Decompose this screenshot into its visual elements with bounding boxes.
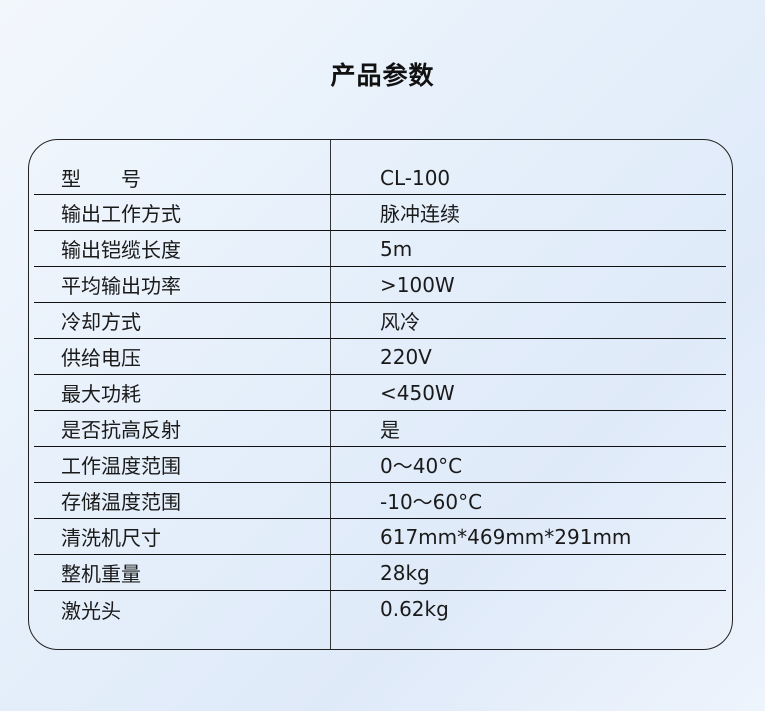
spec-value: 220V	[380, 344, 432, 369]
table-row: 平均输出功率 >100W	[34, 267, 726, 303]
table-row: 激光头 0.62kg	[34, 591, 726, 627]
spec-label: 输出铠缆长度	[61, 238, 181, 262]
table-row: 是否抗高反射 是	[34, 411, 726, 447]
spec-value: <450W	[380, 380, 455, 405]
spec-value: CL-100	[380, 165, 451, 190]
spec-table: 型 号 CL-100 输出工作方式 脉冲连续输出铠缆长度 5m 平均输出功率 >100W 冷却…	[28, 139, 733, 650]
table-row: 供给电压 220V	[34, 339, 726, 375]
spec-value: -10～60°C	[380, 490, 483, 514]
spec-label: 冷却方式	[61, 310, 141, 334]
table-row: 输出工作方式 脉冲连续	[34, 195, 726, 231]
table-row: 冷却方式 风冷	[34, 303, 726, 339]
spec-label: 供给电压	[61, 346, 141, 370]
table-row: 清洗机尺寸 617mm*469mm*291mm	[34, 519, 726, 555]
spec-value: 是	[380, 418, 400, 442]
table-row: 型 号 CL-100	[34, 140, 726, 195]
spec-value: 0～40°C	[380, 454, 463, 478]
spec-label: 工作温度范围	[61, 454, 181, 478]
page-title: 产品参数	[330, 61, 435, 90]
table-row: 工作温度范围 0～40°C	[34, 447, 726, 483]
spec-value: 风冷	[380, 310, 420, 334]
table-row: 存储温度范围 -10～60°C	[34, 483, 726, 519]
spec-label: 激光头	[61, 598, 121, 623]
spec-value: 脉冲连续	[380, 202, 460, 226]
spec-label: 平均输出功率	[61, 274, 181, 298]
spec-value: >100W	[380, 272, 455, 297]
spec-value: 5m	[380, 236, 413, 261]
spec-value: 617mm*469mm*291mm	[380, 524, 632, 549]
spec-label: 存储温度范围	[61, 490, 181, 514]
column-divider	[330, 140, 332, 649]
spec-label: 输出工作方式	[61, 202, 181, 226]
spec-label: 是否抗高反射	[61, 418, 181, 442]
spec-label: 清洗机尺寸	[61, 526, 161, 550]
table-row: 输出铠缆长度 5m	[34, 231, 726, 267]
spec-label: 整机重量	[61, 562, 141, 586]
spec-value: 0.62kg	[380, 597, 449, 621]
spec-value: 28kg	[380, 560, 430, 585]
table-row: 最大功耗 <450W	[34, 375, 726, 411]
spec-label: 型 号	[61, 167, 141, 191]
table-row: 整机重量 28kg	[34, 555, 726, 591]
spec-label: 最大功耗	[61, 382, 141, 406]
